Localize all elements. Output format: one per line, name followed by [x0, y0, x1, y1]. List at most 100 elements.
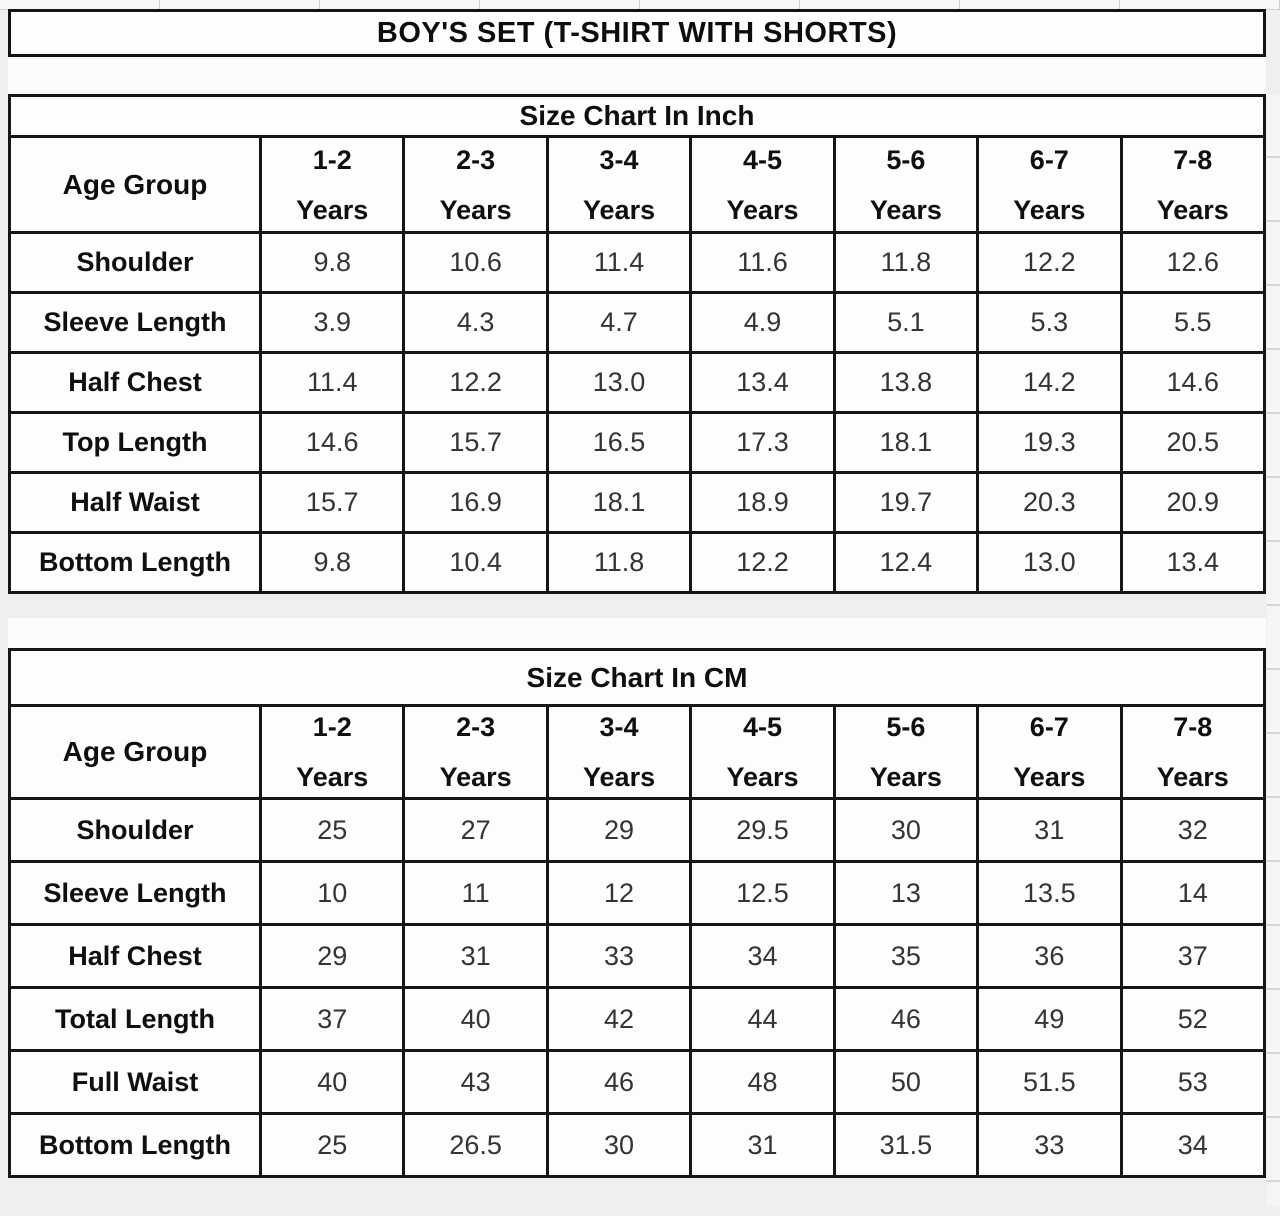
age-col-header: 4-5 Years	[689, 704, 836, 800]
size-value: 44	[689, 986, 836, 1052]
age-range: 1-2	[312, 712, 352, 742]
size-value: 12	[545, 860, 693, 926]
table-row: Size Chart In Inch	[8, 94, 1266, 138]
size-value: 37	[1119, 923, 1267, 989]
size-value: 20.9	[1119, 471, 1267, 534]
table-row: Size Chart In CM	[8, 648, 1266, 707]
age-col-header: 3-4 Years	[545, 135, 693, 234]
size-value: 37	[258, 986, 406, 1052]
size-value: 29	[258, 923, 406, 989]
age-range: 4-5	[742, 144, 782, 175]
size-value: 14.6	[258, 411, 406, 474]
age-range: 6-7	[1029, 144, 1069, 175]
size-value: 52	[1119, 986, 1267, 1052]
size-value: 5.5	[1119, 291, 1267, 354]
row-label: Full Waist	[8, 1049, 262, 1115]
size-value: 46	[832, 986, 980, 1052]
size-value: 14	[1119, 860, 1267, 926]
age-unit: Years	[1156, 194, 1229, 225]
size-value: 33	[545, 923, 693, 989]
age-col-header: 7-8 Years	[1119, 704, 1267, 800]
table-row: Bottom Length 9.8 10.4 11.8 12.2 12.4 13…	[8, 531, 1267, 594]
size-value: 50	[832, 1049, 980, 1115]
row-label: Total Length	[8, 986, 262, 1052]
age-col-header: 2-3 Years	[402, 704, 549, 800]
age-range: 4-5	[742, 712, 782, 742]
spacer-band	[8, 57, 1266, 94]
age-range: 6-7	[1029, 712, 1069, 742]
age-unit: Years	[869, 762, 942, 792]
size-value: 31.5	[832, 1112, 980, 1178]
age-range: 2-3	[456, 712, 496, 742]
size-value: 11.4	[258, 351, 406, 414]
size-value: 13.4	[1119, 531, 1267, 594]
size-value: 49	[976, 986, 1123, 1052]
age-col-header: 2-3 Years	[402, 135, 549, 234]
size-value: 51.5	[976, 1049, 1123, 1115]
size-value: 13.5	[976, 860, 1123, 926]
age-range: 1-2	[312, 144, 352, 175]
size-value: 3.9	[258, 291, 406, 354]
row-label: Sleeve Length	[8, 860, 262, 926]
size-value: 13.0	[545, 351, 693, 414]
age-unit: Years	[583, 762, 656, 792]
age-unit: Years	[726, 194, 799, 225]
size-value: 5.1	[832, 291, 980, 354]
size-value: 40	[402, 986, 549, 1052]
table-row: Age Group 1-2 Years 2-3 Years 3-4 Years 4-5…	[8, 704, 1267, 800]
size-value: 13.8	[832, 351, 980, 414]
age-group-header: Age Group	[8, 704, 262, 800]
size-value: 12.5	[689, 860, 836, 926]
age-range: 5-6	[886, 144, 926, 175]
row-label: Shoulder	[8, 231, 262, 294]
size-value: 31	[689, 1112, 836, 1178]
age-range: 7-8	[1173, 144, 1213, 175]
size-value: 26.5	[402, 1112, 549, 1178]
age-group-header: Age Group	[8, 135, 262, 234]
size-value: 42	[545, 986, 693, 1052]
age-unit: Years	[1013, 194, 1086, 225]
table-row: Half Chest 29 31 33 34 35 36 37	[8, 923, 1267, 989]
size-value: 30	[545, 1112, 693, 1178]
size-value: 5.3	[976, 291, 1123, 354]
page-title: BOY'S SET (T-SHIRT WITH SHORTS)	[8, 9, 1266, 57]
size-value: 9.8	[258, 531, 406, 594]
size-value: 14.2	[976, 351, 1123, 414]
age-range: 2-3	[456, 144, 496, 175]
size-chart-cm: Size Chart In CM Age Group 1-2 Years 2-3 Y…	[8, 648, 1267, 1178]
table-row: Bottom Length 25 26.5 30 31 31.5 33 34	[8, 1112, 1267, 1178]
size-value: 11	[402, 860, 549, 926]
age-unit: Years	[726, 762, 799, 792]
size-value: 31	[402, 923, 549, 989]
size-value: 10	[258, 860, 406, 926]
table-title: Size Chart In CM	[8, 648, 1266, 707]
size-value: 53	[1119, 1049, 1267, 1115]
size-value: 12.2	[976, 231, 1123, 294]
size-value: 20.5	[1119, 411, 1267, 474]
size-value: 32	[1119, 797, 1267, 863]
table-row: Half Waist 15.7 16.9 18.1 18.9 19.7 20.3…	[8, 471, 1267, 534]
age-col-header: 1-2 Years	[258, 704, 406, 800]
age-col-header: 6-7 Years	[976, 135, 1123, 234]
row-label: Top Length	[8, 411, 262, 474]
age-col-header: 4-5 Years	[689, 135, 836, 234]
age-unit: Years	[296, 762, 369, 792]
row-label: Bottom Length	[8, 1112, 262, 1178]
size-table-cm: Size Chart In CM Age Group 1-2 Years 2-3 Y…	[8, 648, 1267, 1178]
size-value: 40	[258, 1049, 406, 1115]
age-unit: Years	[869, 194, 942, 225]
age-unit: Years	[1156, 762, 1229, 792]
size-value: 43	[402, 1049, 549, 1115]
size-value: 46	[545, 1049, 693, 1115]
age-unit: Years	[1013, 762, 1086, 792]
age-unit: Years	[296, 194, 369, 225]
age-col-header: 5-6 Years	[832, 704, 980, 800]
age-range: 7-8	[1173, 712, 1213, 742]
spreadsheet-grid-strip-right	[1267, 94, 1280, 1206]
size-value: 18.1	[832, 411, 980, 474]
size-value: 11.8	[545, 531, 693, 594]
size-value: 30	[832, 797, 980, 863]
size-value: 4.3	[402, 291, 549, 354]
size-value: 19.7	[832, 471, 980, 534]
size-value: 25	[258, 797, 406, 863]
